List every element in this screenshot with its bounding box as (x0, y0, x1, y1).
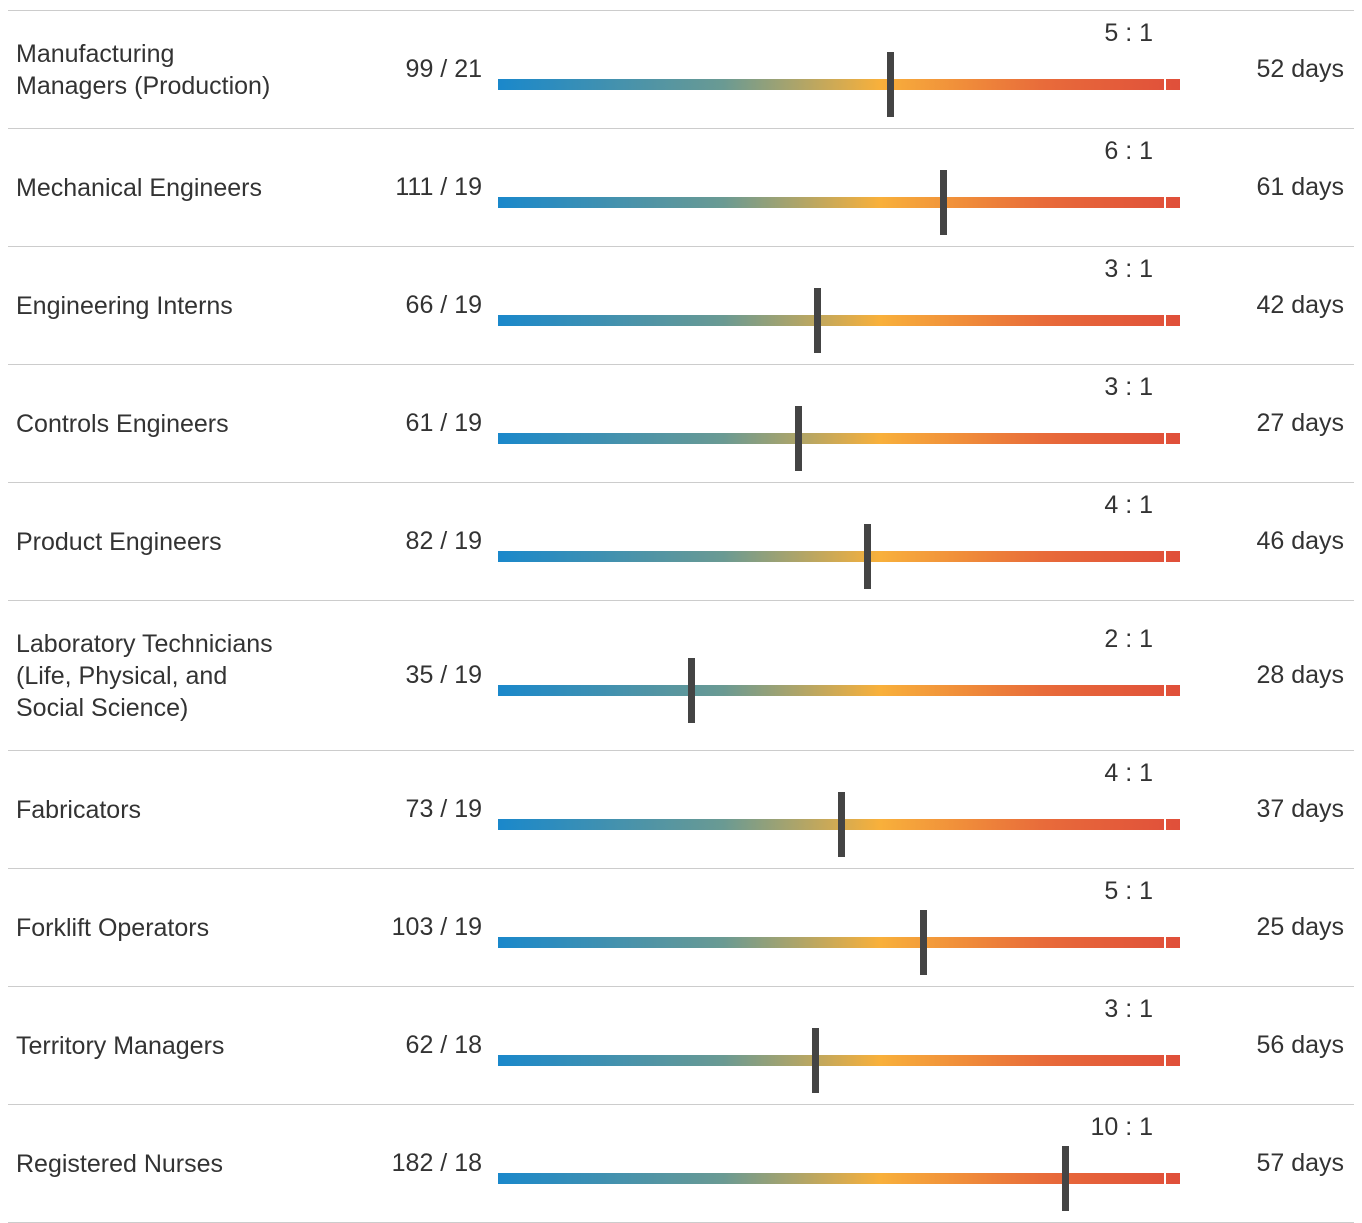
bar-end-gap (1164, 685, 1166, 696)
table-row: Controls Engineers 61 / 19 3 : 1 27 days (8, 365, 1354, 483)
ratio-gradient-bar (498, 1055, 1180, 1066)
ratio-label: 6 : 1 (1104, 137, 1153, 165)
occupation-label: Territory Managers (16, 1031, 225, 1060)
days-label: 57 days (1256, 1149, 1344, 1177)
ratio-marker (814, 288, 822, 353)
ratio-marker (795, 406, 803, 471)
table-row: Engineering Interns 66 / 19 3 : 1 42 day… (8, 247, 1354, 365)
ratio-gradient-bar (498, 685, 1180, 696)
bar-end-gap (1164, 433, 1166, 444)
bar-end-gap (1164, 79, 1166, 90)
ratio-gradient-bar (498, 79, 1180, 90)
days-label: 52 days (1256, 55, 1344, 83)
days-label: 46 days (1256, 527, 1344, 555)
ratio-label: 3 : 1 (1104, 373, 1153, 401)
ratio-gradient-bar (498, 197, 1180, 208)
days-label: 37 days (1256, 795, 1344, 823)
days-label: 56 days (1256, 1031, 1344, 1059)
ratio-gradient-bar (498, 433, 1180, 444)
days-label: 42 days (1256, 291, 1344, 319)
table-row: Territory Managers 62 / 18 3 : 1 56 days (8, 987, 1354, 1105)
occupation-label: Forklift Operators (16, 913, 210, 942)
posting-counts: 82 / 19 (405, 527, 482, 555)
days-label: 28 days (1256, 661, 1344, 689)
table-row: Forklift Operators 103 / 19 5 : 1 25 day… (8, 869, 1354, 987)
table-row: Fabricators 73 / 19 4 : 1 37 days (8, 751, 1354, 869)
days-label: 61 days (1256, 173, 1344, 201)
occupation-label: Manufacturing Managers (Production) (16, 39, 271, 100)
ratio-gradient-bar (498, 315, 1180, 326)
table-row: Registered Nurses 182 / 18 10 : 1 57 day… (8, 1105, 1354, 1223)
bar-end-gap (1164, 1055, 1166, 1066)
posting-counts: 182 / 18 (391, 1149, 482, 1177)
ratio-label: 3 : 1 (1104, 995, 1153, 1023)
days-label: 25 days (1256, 913, 1344, 941)
ratio-marker (886, 52, 894, 117)
bar-end-gap (1164, 197, 1166, 208)
ratio-label: 2 : 1 (1104, 625, 1153, 653)
bar-end-gap (1164, 937, 1166, 948)
bar-end-gap (1164, 1173, 1166, 1184)
occupation-label: Mechanical Engineers (16, 173, 262, 202)
ratio-label: 5 : 1 (1104, 19, 1153, 47)
table-row: Mechanical Engineers 111 / 19 6 : 1 61 d… (8, 129, 1354, 247)
table-row: Product Engineers 82 / 19 4 : 1 46 days (8, 483, 1354, 601)
occupation-label: Controls Engineers (16, 409, 229, 438)
bar-end-gap (1164, 551, 1166, 562)
table-row: Laboratory Technicians (Life, Physical, … (8, 601, 1354, 751)
ratio-label: 3 : 1 (1104, 255, 1153, 283)
ratio-label: 5 : 1 (1104, 877, 1153, 905)
posting-counts: 35 / 19 (405, 661, 482, 689)
days-label: 27 days (1256, 409, 1344, 437)
occupation-label: Engineering Interns (16, 291, 233, 320)
ratio-marker (920, 910, 928, 975)
ratio-marker (688, 658, 696, 723)
posting-counts: 66 / 19 (405, 291, 482, 319)
posting-counts: 103 / 19 (391, 913, 482, 941)
occupation-label: Registered Nurses (16, 1149, 224, 1178)
ratio-marker (939, 170, 947, 235)
ratio-label: 10 : 1 (1090, 1113, 1153, 1141)
ratio-marker (812, 1028, 820, 1093)
occupation-label: Laboratory Technicians (Life, Physical, … (16, 629, 273, 722)
occupation-label: Product Engineers (16, 527, 222, 556)
ratio-marker (864, 524, 872, 589)
bar-end-gap (1164, 315, 1166, 326)
occupation-table: Manufacturing Managers (Production) 99 /… (8, 10, 1354, 1223)
ratio-marker (1061, 1146, 1069, 1211)
posting-counts: 62 / 18 (405, 1031, 482, 1059)
posting-counts: 61 / 19 (405, 409, 482, 437)
ratio-marker (838, 792, 846, 857)
ratio-gradient-bar (498, 1173, 1180, 1184)
ratio-gradient-bar (498, 551, 1180, 562)
bar-end-gap (1164, 819, 1166, 830)
ratio-gradient-bar (498, 937, 1180, 948)
ratio-label: 4 : 1 (1104, 759, 1153, 787)
posting-counts: 99 / 21 (405, 55, 482, 83)
table-row: Manufacturing Managers (Production) 99 /… (8, 11, 1354, 129)
posting-counts: 73 / 19 (405, 795, 482, 823)
posting-counts: 111 / 19 (395, 173, 482, 201)
occupation-label: Fabricators (16, 795, 142, 824)
ratio-label: 4 : 1 (1104, 491, 1153, 519)
